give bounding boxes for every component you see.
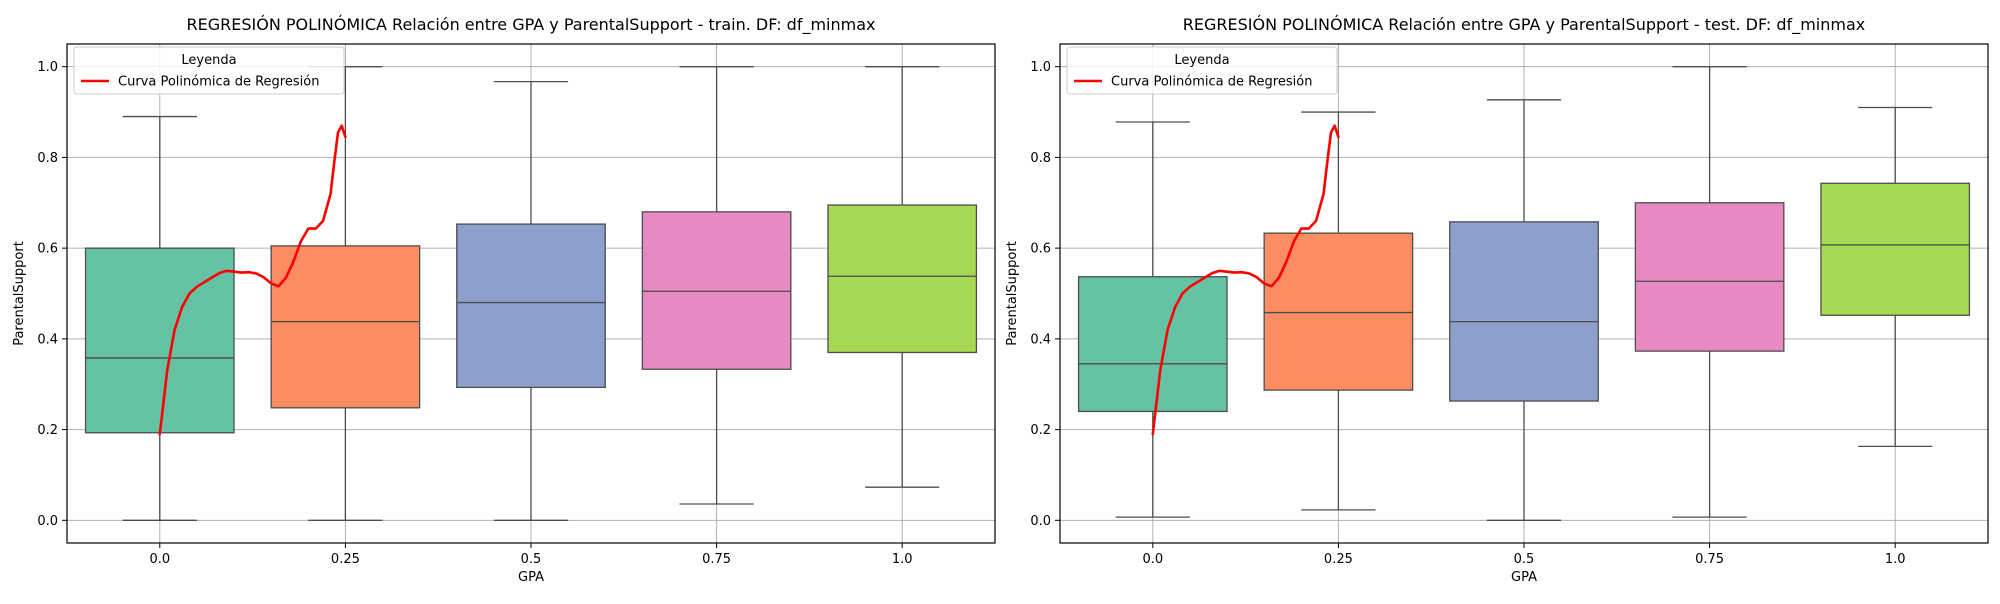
box-0.25: [1263, 232, 1414, 391]
y-tick-label: 0.0: [37, 514, 58, 529]
x-tick-label: 1.0: [892, 552, 913, 567]
box-0.0: [1077, 276, 1228, 413]
regression-curve: [1151, 124, 1340, 436]
box-1.0: [827, 204, 978, 354]
x-tick-label: 0.5: [1514, 552, 1535, 567]
y-tick-label: 0.8: [37, 151, 58, 166]
legend-label: Curva Polinómica de Regresión: [1111, 75, 1312, 90]
box-0.75: [1634, 202, 1785, 352]
x-tick-label: 0.75: [702, 552, 731, 567]
chart-title: REGRESIÓN POLINÓMICA Relación entre GPA …: [187, 15, 876, 35]
y-tick-label: 0.4: [37, 332, 58, 347]
chart-test: 0.0 0.2 0.4 0.6 0.8 1.0 0.0 0.25 0.5 0.75 1.0 REGR…: [1005, 15, 1989, 585]
x-axis-label: GPA: [1511, 570, 1537, 585]
legend-frame: [1066, 46, 1338, 95]
legend-frame: [73, 46, 345, 95]
x-tick-label: 0.25: [331, 552, 360, 567]
y-tick-label: 0.8: [1030, 151, 1051, 166]
y-tick-label: 0.0: [1030, 514, 1051, 529]
box-0.25: [270, 245, 421, 409]
x-tick-label: 0.25: [1324, 552, 1353, 567]
x-tick-label: 0.75: [1695, 552, 1724, 567]
legend: Leyenda Curva Polinómica de Regresión: [73, 46, 345, 95]
plot-frame: [1059, 43, 1989, 544]
box-1.0: [1820, 182, 1971, 316]
box-0.0: [84, 247, 235, 434]
y-tick-label: 0.6: [37, 242, 58, 257]
y-tick-label: 0.2: [37, 423, 58, 438]
y-tick-label: 1.0: [37, 60, 58, 75]
plot-frame: [66, 43, 996, 544]
x-tick-label: 0.0: [149, 552, 170, 567]
y-tick-label: 0.4: [1030, 332, 1051, 347]
box-0.5: [1449, 221, 1599, 402]
legend: Leyenda Curva Polinómica de Regresión: [1066, 46, 1338, 95]
x-tick-label: 1.0: [1885, 552, 1906, 567]
x-tick-label: 0.0: [1142, 552, 1163, 567]
x-axis-label: GPA: [518, 570, 544, 585]
legend-title: Leyenda: [1174, 53, 1229, 68]
y-tick-label: 0.2: [1030, 423, 1051, 438]
box-0.5: [456, 223, 606, 389]
legend-label: Curva Polinómica de Regresión: [118, 75, 319, 90]
y-tick-label: 0.6: [1030, 242, 1051, 257]
y-axis-label: ParentalSupport: [12, 241, 27, 346]
y-axis-label: ParentalSupport: [1005, 241, 1020, 346]
regression-curve: [158, 124, 347, 436]
box-0.75: [641, 211, 792, 370]
x-tick-label: 0.5: [521, 552, 542, 567]
chart-title: REGRESIÓN POLINÓMICA Relación entre GPA …: [1183, 15, 1865, 35]
y-tick-label: 1.0: [1030, 60, 1051, 75]
chart-train: 0.0 0.2 0.4 0.6 0.8 1.0 0.0 0.25 0.5 0.75 1.0 REGR…: [12, 15, 996, 585]
legend-title: Leyenda: [181, 53, 236, 68]
